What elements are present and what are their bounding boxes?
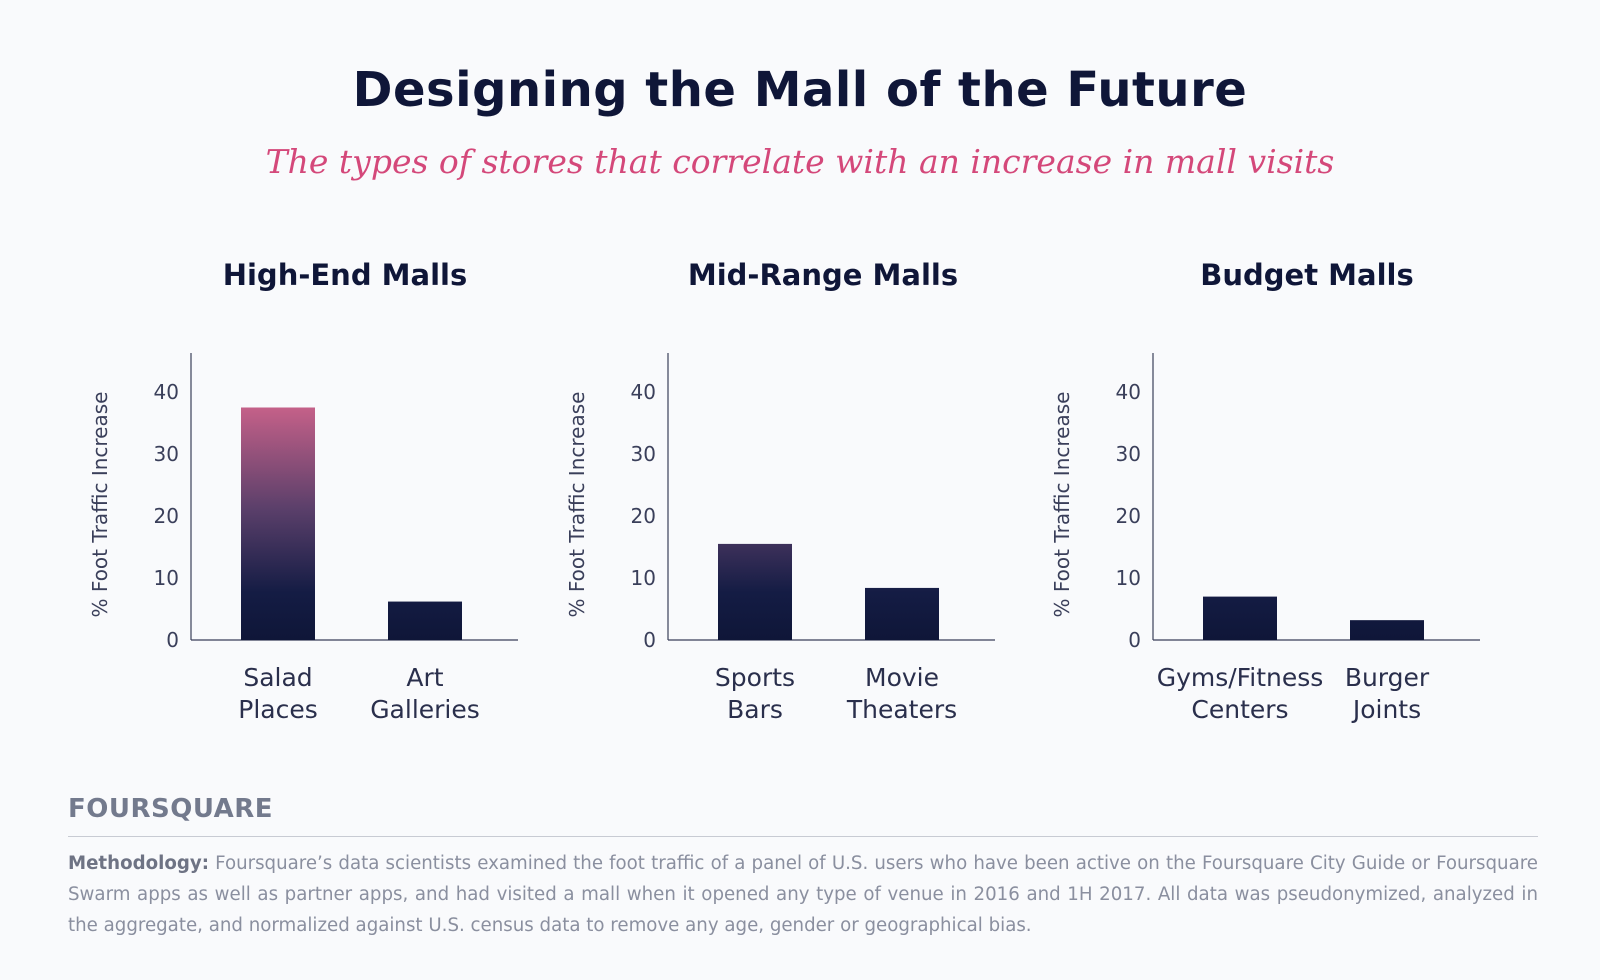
y-axis-label: % Foot Traffic Increase	[88, 392, 112, 618]
chart-panel: Budget Malls % Foot Traffic Increase 0 10 20…	[1050, 258, 1480, 724]
bar	[388, 601, 462, 640]
bar	[865, 587, 939, 640]
x-category-label: Sports Bars	[715, 663, 795, 724]
x-category-label: Movie Theaters	[846, 663, 957, 724]
bar	[1203, 596, 1277, 640]
chart-panel: High-End Malls % Foot Traffic Increase 0 10…	[88, 258, 518, 724]
y-tick-label: 20	[631, 504, 656, 528]
y-tick-label: 10	[1116, 566, 1141, 590]
y-tick-label: 20	[154, 504, 179, 528]
methodology-label: Methodology:	[68, 853, 209, 874]
bar	[1350, 620, 1424, 640]
footer-divider	[68, 836, 1538, 837]
x-category-label-line: Galleries	[370, 695, 480, 724]
y-tick-label: 10	[631, 566, 656, 590]
x-category-label-line: Places	[238, 695, 318, 724]
x-category-label: Burger Joints	[1345, 663, 1430, 724]
y-tick-label: 40	[1116, 380, 1141, 404]
x-category-label-line: Sports	[715, 663, 795, 692]
chart-title: Budget Malls	[1200, 258, 1413, 292]
y-tick-label: 30	[631, 442, 656, 466]
chart-panel: Mid-Range Malls % Foot Traffic Increase 0 1…	[565, 258, 995, 724]
y-axis-label: % Foot Traffic Increase	[1050, 392, 1074, 618]
foursquare-logo: FOURSQUARE	[68, 794, 274, 824]
y-tick-label: 0	[643, 628, 656, 652]
bar	[718, 543, 792, 640]
methodology-note: Methodology: Foursquare’s data scientist…	[68, 848, 1538, 941]
x-category-label-line: Art	[406, 663, 443, 692]
x-category-label-line: Movie	[865, 663, 939, 692]
x-category-label: Art Galleries	[370, 663, 480, 724]
chart-title: High-End Malls	[223, 258, 468, 292]
y-tick-label: 0	[1128, 628, 1141, 652]
chart-title: Mid-Range Malls	[688, 258, 958, 292]
y-tick-label: 10	[154, 566, 179, 590]
x-category-label: Salad Places	[238, 663, 318, 724]
x-category-label: Gyms/Fitness Centers	[1157, 663, 1324, 724]
y-tick-label: 20	[1116, 504, 1141, 528]
x-category-label-line: Burger	[1345, 663, 1430, 692]
y-tick-label: 30	[154, 442, 179, 466]
x-category-label-line: Gyms/Fitness	[1157, 663, 1324, 692]
bar	[241, 407, 315, 640]
page-title: Designing the Mall of the Future	[352, 62, 1248, 118]
x-category-label-line: Theaters	[846, 695, 957, 724]
y-tick-label: 40	[154, 380, 179, 404]
charts-area: High-End Malls % Foot Traffic Increase 0 10…	[88, 258, 1480, 724]
x-category-label-line: Joints	[1351, 695, 1421, 724]
x-category-label-line: Bars	[727, 695, 783, 724]
y-tick-label: 40	[631, 380, 656, 404]
methodology-text: Foursquare’s data scientists examined th…	[68, 853, 1538, 936]
y-tick-label: 30	[1116, 442, 1141, 466]
x-category-label-line: Centers	[1191, 695, 1288, 724]
page-subtitle: The types of stores that correlate with …	[265, 142, 1335, 181]
y-axis-label: % Foot Traffic Increase	[565, 392, 589, 618]
y-tick-label: 0	[166, 628, 179, 652]
x-category-label-line: Salad	[243, 663, 312, 692]
